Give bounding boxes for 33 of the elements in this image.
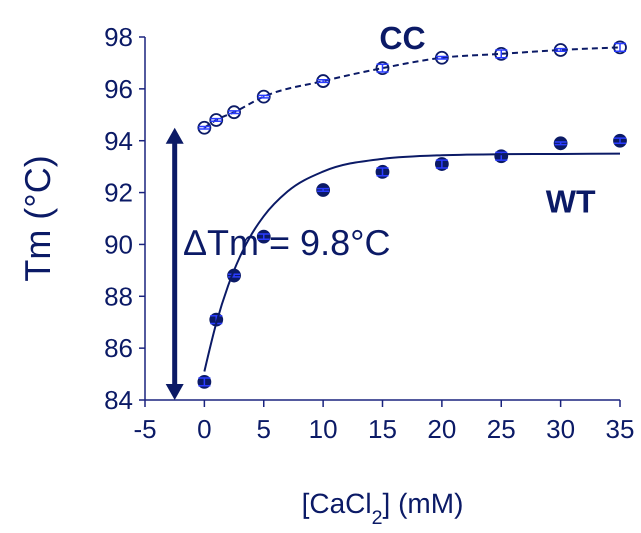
y-tick-label: 88 — [104, 281, 133, 312]
point — [316, 74, 330, 88]
x-tick-label: 15 — [368, 414, 397, 444]
point — [434, 50, 449, 65]
point — [209, 113, 224, 127]
point — [613, 40, 627, 54]
y-tick-label: 94 — [104, 126, 133, 156]
x-tick-label: -5 — [133, 414, 157, 444]
y-tick-label: 96 — [104, 74, 133, 104]
series-label: WT — [546, 184, 596, 220]
x-tick-label: 0 — [197, 414, 212, 444]
x-tick-label: 10 — [308, 414, 338, 444]
x-axis-title: [CaCl$_{2}$] (mM) — [302, 488, 464, 529]
point — [494, 46, 508, 61]
x-tick-label: 35 — [606, 414, 634, 444]
y-tick-label: 92 — [104, 178, 133, 208]
x-tick-label: 25 — [486, 414, 516, 444]
y-tick-label: 84 — [104, 385, 133, 416]
point — [376, 164, 390, 179]
point — [376, 61, 390, 76]
y-tick-label: 98 — [104, 22, 133, 52]
point — [554, 43, 568, 57]
point — [197, 374, 212, 389]
x-tick-label: 5 — [256, 414, 271, 444]
point — [227, 105, 241, 120]
point — [256, 90, 271, 104]
y-tick-label: 90 — [104, 230, 133, 260]
series-label: CC — [379, 20, 426, 56]
point — [197, 120, 212, 135]
x-tick-label: 30 — [546, 414, 576, 444]
y-axis-title: Tm (°C) — [17, 155, 58, 282]
y-tick-label: 86 — [104, 333, 133, 364]
x-tick-label: 20 — [427, 414, 456, 444]
